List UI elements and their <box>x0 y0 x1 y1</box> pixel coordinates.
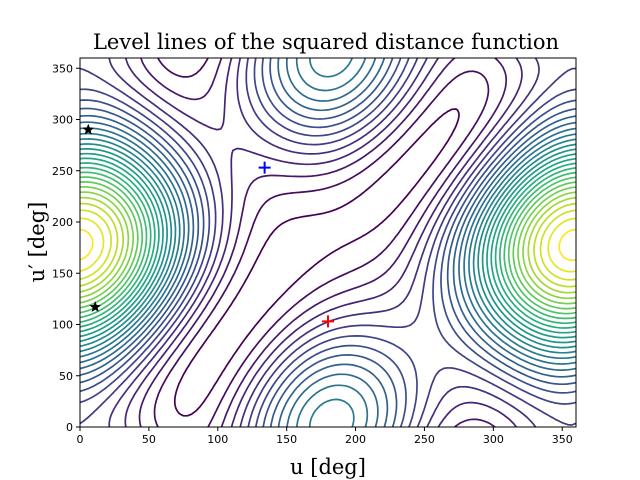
x-axis-ticks: 0 50 100 150 200 250 300 350 <box>77 427 573 446</box>
contour-level <box>80 166 576 325</box>
chart-title: Level lines of the squared distance func… <box>93 30 559 54</box>
minimum-marker <box>258 161 271 174</box>
y-tick-label: 350 <box>52 62 73 75</box>
y-tick-label: 200 <box>52 216 73 229</box>
marker-layer <box>82 123 334 328</box>
contour-level <box>124 58 523 427</box>
contour-level <box>80 209 576 281</box>
contour-level <box>153 58 490 427</box>
contour-level <box>80 228 576 262</box>
contour-level <box>80 185 576 305</box>
contour-level <box>80 162 576 329</box>
y-tick-label: 300 <box>52 114 73 127</box>
contour-level <box>80 58 576 427</box>
contour-level <box>80 181 576 310</box>
x-tick-label: 200 <box>345 433 366 446</box>
contour-level <box>80 58 576 427</box>
contour-level <box>80 58 576 427</box>
maximum-marker <box>322 315 334 328</box>
contour-level <box>138 58 508 427</box>
saddle-marker <box>89 301 101 312</box>
contour-level <box>80 58 576 427</box>
contour-level <box>80 176 576 315</box>
y-tick-label: 100 <box>52 319 73 332</box>
y-tick-label: 150 <box>52 267 73 280</box>
x-tick-label: 250 <box>414 433 435 446</box>
y-axis-ticks: 0 50 100 150 200 250 300 350 <box>52 62 80 434</box>
contour-lines <box>80 58 576 427</box>
contour-level <box>173 108 460 417</box>
contour-level <box>80 138 576 354</box>
contour-level <box>80 191 576 300</box>
contour-level <box>80 196 576 294</box>
saddle-marker <box>82 123 94 135</box>
contour-level <box>80 58 576 427</box>
x-tick-label: 0 <box>77 433 84 446</box>
x-axis-label: u [deg] <box>290 455 366 479</box>
contour-level <box>80 58 576 427</box>
y-tick-label: 50 <box>59 370 73 383</box>
x-tick-label: 350 <box>552 433 573 446</box>
x-tick-label: 100 <box>207 433 228 446</box>
contour-level <box>80 152 576 339</box>
x-tick-label: 150 <box>276 433 297 446</box>
x-tick-label: 50 <box>142 433 156 446</box>
contour-level <box>108 58 540 427</box>
x-tick-label: 300 <box>483 433 504 446</box>
contour-level <box>80 171 576 320</box>
contour-level <box>80 143 576 349</box>
contour-level <box>80 58 576 427</box>
contour-level <box>80 58 576 427</box>
plot-frame <box>79 57 577 428</box>
contour-level <box>80 148 576 344</box>
y-tick-label: 0 <box>66 421 73 434</box>
y-tick-label: 250 <box>52 165 73 178</box>
contour-level <box>80 157 576 334</box>
contour-level <box>80 202 576 288</box>
contour-level <box>80 217 576 273</box>
y-axis-label: u′ [deg] <box>25 202 49 283</box>
